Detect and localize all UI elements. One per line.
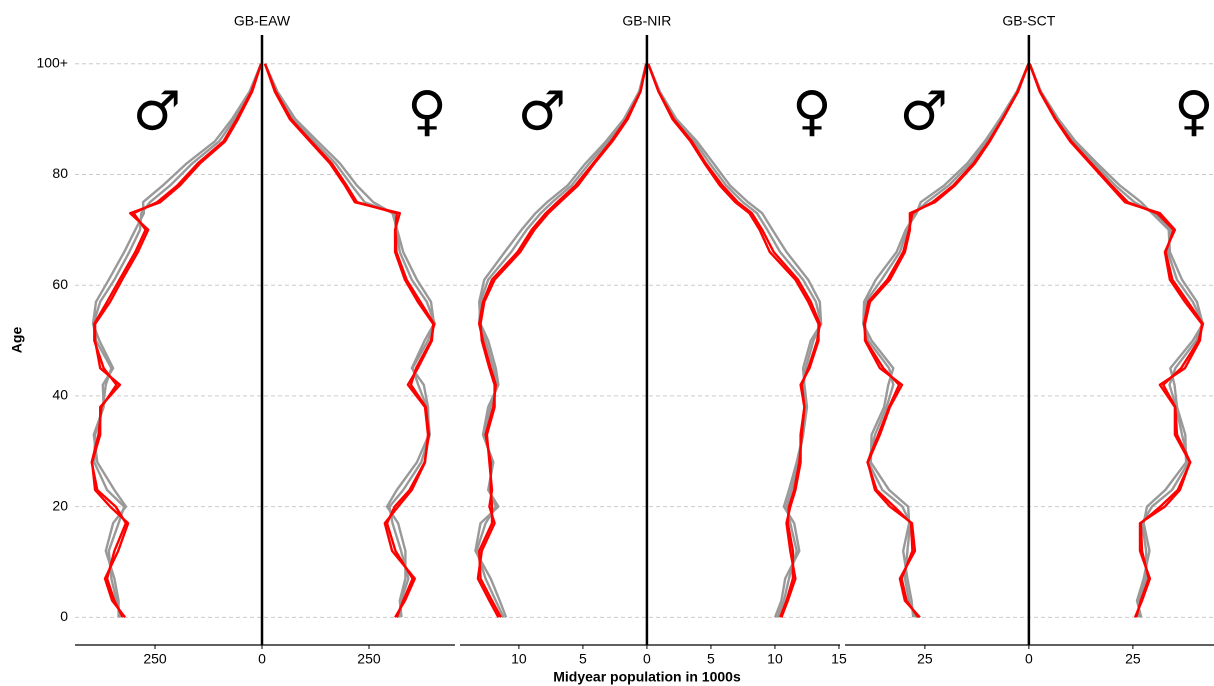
x-tick-label: 5 (707, 651, 715, 667)
male-symbol: ♂ (518, 80, 566, 143)
female-line (647, 63, 820, 618)
y-tick-label: 80 (52, 165, 68, 181)
male-line (475, 63, 648, 618)
female-line (263, 63, 435, 618)
male-line (474, 63, 648, 618)
female-line (1028, 63, 1204, 618)
female-symbol: ♀ (1174, 80, 1214, 143)
female-line (263, 63, 436, 618)
male-line (862, 63, 1030, 618)
panel-title: GB-EAW (234, 13, 291, 29)
female-symbol: ♀ (407, 80, 447, 143)
y-tick-label: 100+ (36, 54, 68, 70)
male-line (862, 63, 1030, 618)
male-line (90, 63, 263, 618)
x-axis-label: Midyear population in 1000s (553, 669, 741, 685)
male-symbol: ♂ (900, 80, 948, 143)
x-tick-label: 25 (1125, 651, 1141, 667)
x-tick-label: 250 (357, 651, 381, 667)
x-tick-label: 5 (579, 651, 587, 667)
y-tick-label: 40 (52, 387, 68, 403)
male-line (476, 63, 648, 618)
male-line (91, 63, 263, 618)
male-line (90, 63, 263, 619)
x-tick-label: 15 (831, 651, 847, 667)
x-tick-label: 25 (917, 651, 933, 667)
y-axis-label: Age (9, 327, 25, 354)
female-line (647, 63, 823, 618)
x-tick-label: 0 (643, 651, 651, 667)
y-tick-label: 20 (52, 497, 68, 513)
female-line (263, 63, 437, 618)
x-tick-label: 0 (1025, 651, 1033, 667)
male-symbol: ♂ (133, 80, 181, 143)
female-line (1028, 63, 1205, 618)
male-line (862, 63, 1030, 618)
panel-title: GB-SCT (1002, 13, 1055, 29)
female-symbol: ♀ (792, 80, 832, 143)
x-tick-label: 250 (143, 651, 167, 667)
y-tick-label: 60 (52, 276, 68, 292)
male-line (863, 63, 1030, 619)
panel-title: GB-NIR (622, 13, 671, 29)
male-line (478, 63, 648, 618)
female-line (1028, 63, 1204, 618)
x-tick-label: 10 (767, 651, 783, 667)
x-tick-label: 0 (258, 651, 266, 667)
y-tick-label: 0 (60, 608, 68, 624)
male-line (92, 63, 263, 618)
x-tick-label: 10 (511, 651, 527, 667)
female-line (647, 63, 823, 618)
female-line (1028, 63, 1204, 618)
female-line (263, 63, 436, 618)
